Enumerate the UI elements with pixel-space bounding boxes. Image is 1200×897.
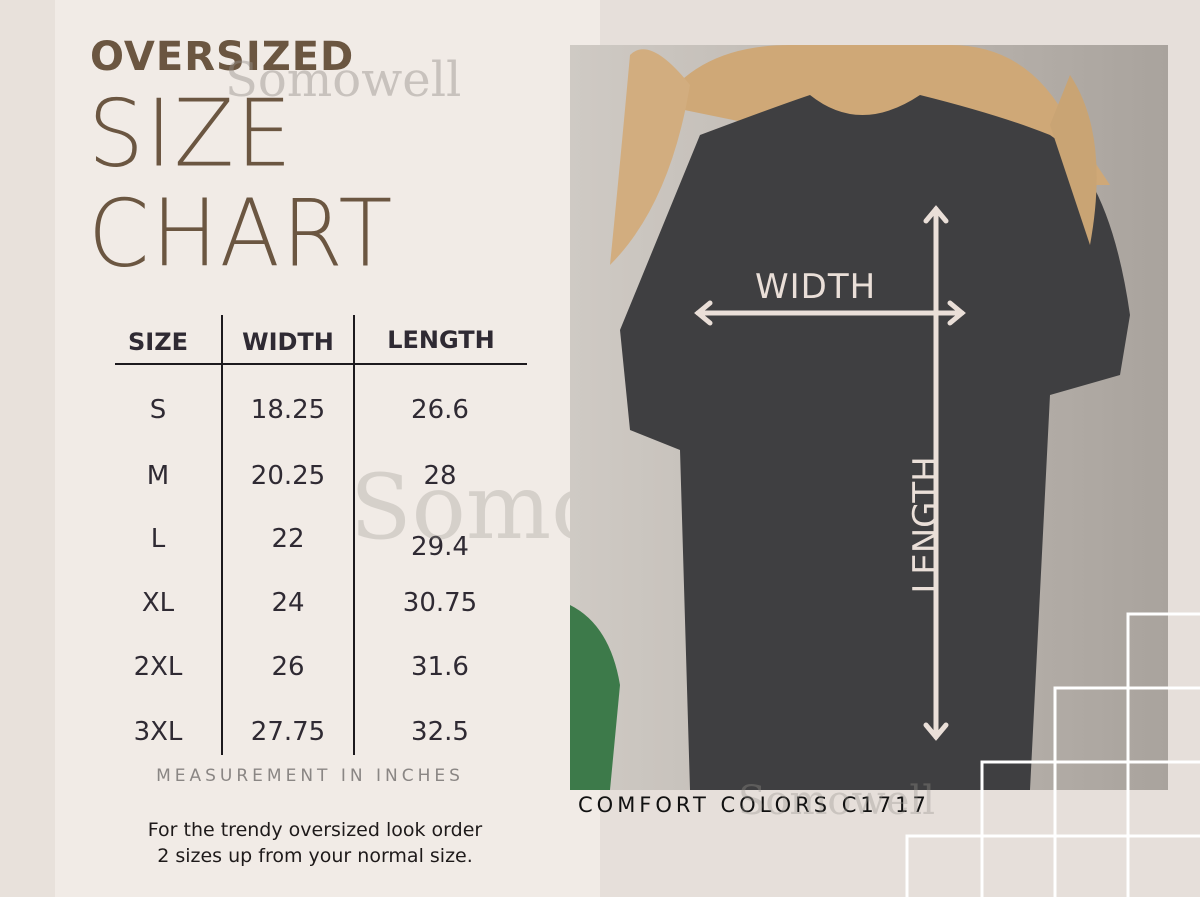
cell-length: 30.75 — [402, 588, 478, 618]
cell-length: 32.5 — [411, 717, 469, 747]
cell-length: 28 — [423, 461, 457, 491]
cell-width: 24 — [271, 588, 305, 618]
hair-left — [610, 49, 690, 266]
width-label: WIDTH — [755, 267, 877, 307]
background-strip — [0, 0, 55, 897]
plant-leaves — [570, 605, 620, 790]
cell-size: L — [150, 524, 166, 554]
cell-length: 31.6 — [411, 652, 469, 682]
title-size: SIZE — [88, 79, 294, 188]
advice-line-2: 2 sizes up from your normal size. — [157, 845, 473, 867]
header-width: WIDTH — [242, 328, 334, 356]
cell-size: 3XL — [133, 717, 183, 747]
column-divider — [353, 315, 355, 755]
header-length: LENGTH — [387, 326, 495, 354]
cell-width: 26 — [271, 652, 305, 682]
measure-arrows — [694, 205, 966, 741]
advice-text: For the trendy oversized look order 2 si… — [60, 817, 570, 869]
column-divider — [221, 315, 223, 755]
unit-note: MEASUREMENT IN INCHES — [156, 766, 464, 786]
model-photo: WIDTH LENGTH — [570, 45, 1168, 790]
title-chart: CHART — [88, 179, 395, 288]
watermark-top: Somowell — [225, 52, 462, 108]
watermark-bottom: Somowell — [738, 778, 935, 824]
photo-illustration — [570, 45, 1130, 790]
hair-right — [1050, 75, 1097, 245]
title-oversized: OVERSIZED — [90, 34, 355, 80]
cell-length: 29.4 — [411, 532, 469, 562]
brand-label: COMFORT COLORS C1717 — [578, 793, 930, 817]
cell-width: 20.25 — [250, 461, 326, 491]
advice-line-1: For the trendy oversized look order — [147, 819, 483, 841]
cell-size: S — [149, 395, 167, 425]
shirt — [620, 95, 1130, 790]
header-size: SIZE — [127, 328, 188, 356]
cell-length: 26.6 — [411, 395, 469, 425]
cell-width: 18.25 — [250, 395, 326, 425]
cell-size: 2XL — [133, 652, 183, 682]
left-panel — [55, 0, 600, 897]
cell-size: M — [146, 461, 170, 491]
cell-size: XL — [141, 588, 175, 618]
header-underline — [115, 363, 527, 365]
cell-width: 27.75 — [250, 717, 326, 747]
cell-width: 22 — [271, 524, 305, 554]
